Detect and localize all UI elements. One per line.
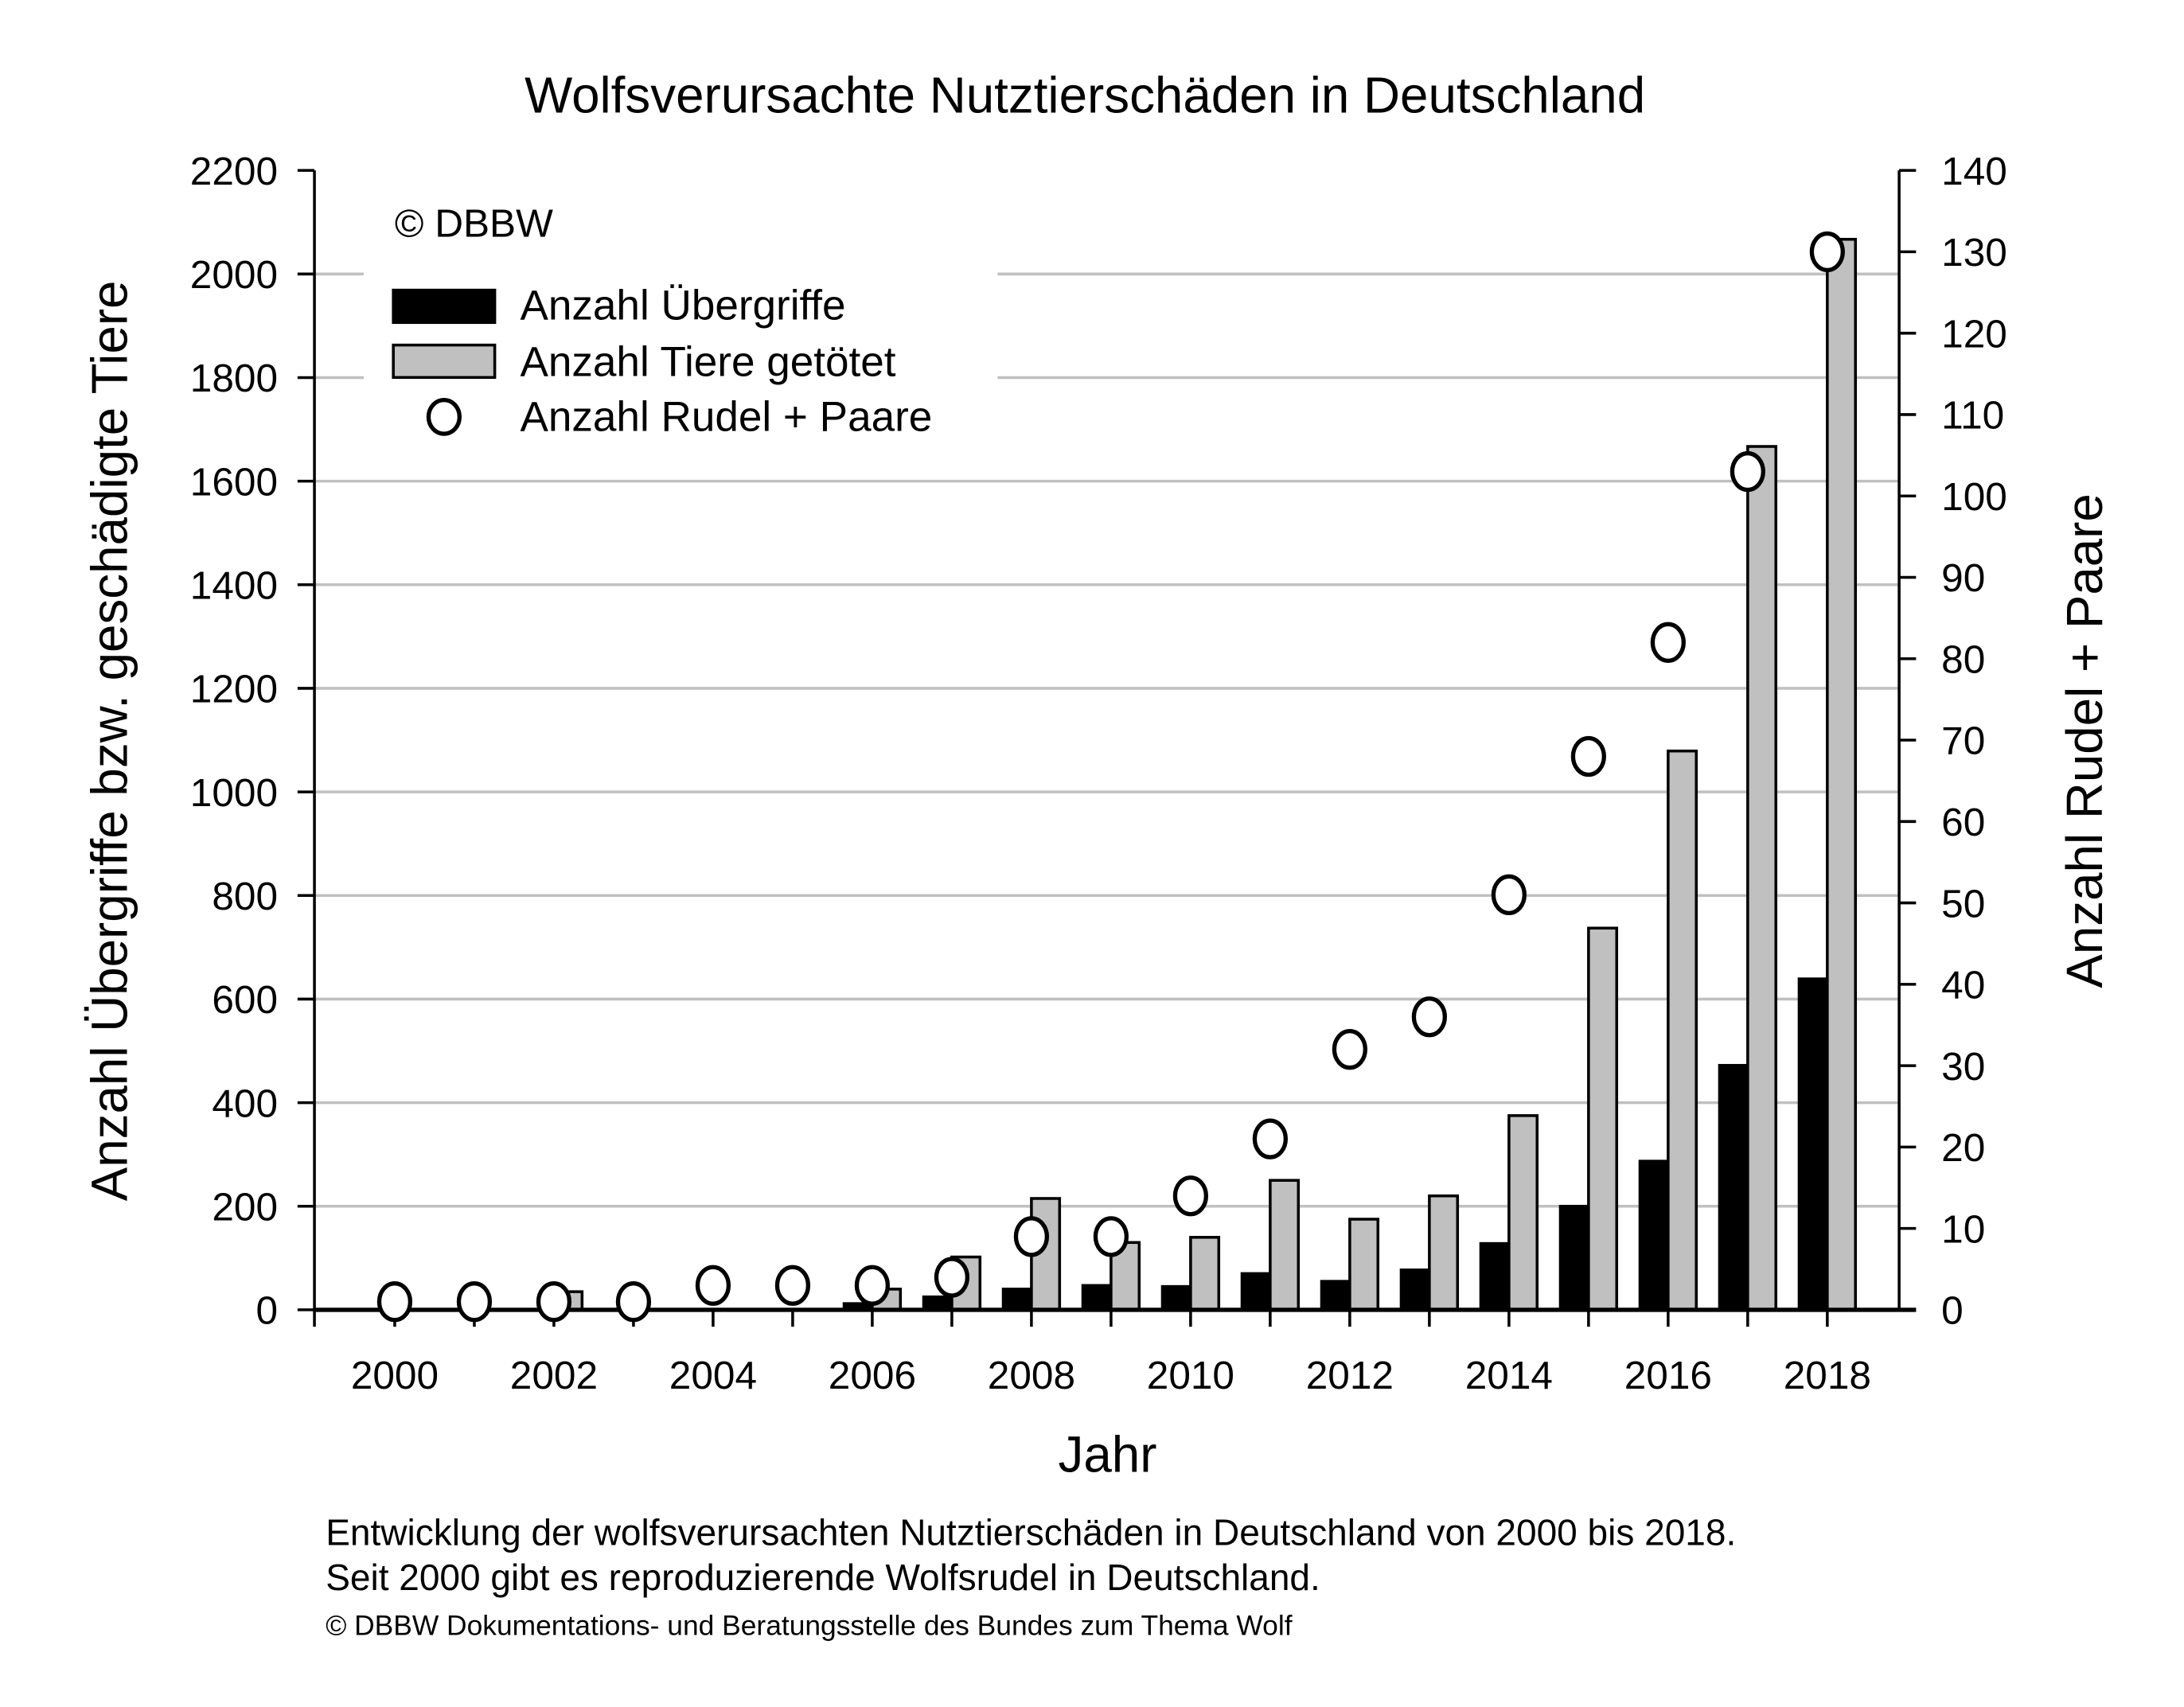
x-tick-label: 2014 <box>1465 1353 1553 1397</box>
bar-tiere <box>1826 237 1858 1311</box>
legend-label-rudel: Anzahl Rudel + Paare <box>520 394 932 441</box>
x-tick-label: 2016 <box>1624 1353 1712 1397</box>
point-rudel <box>1491 874 1527 916</box>
bar-tiere <box>1746 445 1778 1311</box>
point-rudel <box>1570 735 1606 778</box>
copyright-mark: © DBBW <box>395 201 553 245</box>
x-tick-label: 2002 <box>510 1353 598 1397</box>
y-tick-label: 1600 <box>190 459 278 504</box>
x-tick-label: 2004 <box>669 1353 757 1397</box>
bar-uebergriffe <box>1797 977 1829 1311</box>
y-axis-label: Anzahl Übergriffe bzw. geschädigte Tiere <box>81 281 138 1202</box>
y-tick-label: 1000 <box>190 770 278 815</box>
y2-tick-label: 70 <box>1941 719 1985 763</box>
legend-label-uebergriffe: Anzahl Übergriffe <box>520 283 845 329</box>
points <box>376 231 1845 1323</box>
point-rudel <box>1411 996 1447 1038</box>
x-tick-label: 2008 <box>988 1353 1075 1397</box>
bar-tiere <box>1189 1236 1221 1311</box>
legend-marker-rudel <box>426 397 462 436</box>
y-tick-label: 800 <box>212 874 278 918</box>
point-rudel <box>536 1281 572 1323</box>
bar-uebergriffe <box>1320 1280 1351 1311</box>
point-rudel <box>1809 231 1845 273</box>
y2-tick-label: 10 <box>1941 1206 1985 1251</box>
x-axis-label: Jahr <box>1058 1425 1156 1483</box>
x-tick-label: 2018 <box>1784 1353 1871 1397</box>
legend-swatch-tiere <box>392 343 497 380</box>
bar-tiere <box>1507 1114 1539 1311</box>
point-rudel <box>1013 1216 1050 1257</box>
point-rudel <box>1730 450 1765 493</box>
point-rudel <box>1650 622 1686 663</box>
bar-uebergriffe <box>1718 1063 1749 1311</box>
bar-uebergriffe <box>1240 1272 1272 1311</box>
legend-swatch-uebergriffe <box>392 288 497 325</box>
x-tick-label: 2006 <box>829 1353 916 1397</box>
y2-tick-label: 100 <box>1941 474 2007 519</box>
y2-tick-label: 80 <box>1941 637 1985 681</box>
y2-tick-label: 110 <box>1941 393 2004 438</box>
bar-uebergriffe <box>1638 1159 1670 1311</box>
point-rudel <box>774 1265 811 1306</box>
bar-uebergriffe <box>1399 1269 1431 1311</box>
y-tick-label: 2000 <box>190 252 278 297</box>
y-tick-label: 2200 <box>190 149 278 193</box>
bar-tiere <box>1667 749 1698 1311</box>
point-rudel <box>1093 1216 1129 1257</box>
point-rudel <box>1252 1118 1289 1159</box>
point-rudel <box>934 1257 970 1298</box>
point-rudel <box>1172 1175 1209 1217</box>
y-tick-label: 1400 <box>190 563 278 607</box>
y2-tick-label: 90 <box>1941 555 1985 600</box>
bar-uebergriffe <box>1479 1241 1511 1311</box>
y2-tick-label: 20 <box>1941 1125 1985 1170</box>
bar-tiere <box>1587 926 1619 1311</box>
y-tick-label: 1800 <box>190 356 278 400</box>
y-tick-label: 600 <box>212 977 278 1022</box>
y2-tick-label: 0 <box>1941 1288 1964 1333</box>
y-tick-label: 1200 <box>190 667 278 711</box>
bar-tiere <box>1269 1179 1301 1311</box>
point-rudel <box>456 1281 493 1323</box>
y2-tick-label: 130 <box>1941 230 2007 275</box>
y2-tick-label: 140 <box>1941 149 2007 193</box>
legend: © DBBW Anzahl Übergriffe Anzahl Tiere ge… <box>364 197 998 451</box>
gridlines <box>314 272 1900 1208</box>
x-tick-label: 2000 <box>351 1353 439 1397</box>
caption-line-2: Seit 2000 gibt es reproduzierende Wolfsr… <box>326 1557 1320 1598</box>
y-tick-label: 400 <box>212 1081 278 1125</box>
bar-uebergriffe <box>1001 1288 1033 1311</box>
legend-label-tiere: Anzahl Tiere getötet <box>520 339 895 386</box>
point-rudel <box>376 1281 413 1323</box>
y2-tick-label: 30 <box>1941 1044 1985 1089</box>
point-rudel <box>1332 1028 1367 1070</box>
bar-uebergriffe <box>1160 1284 1192 1311</box>
caption-source: © DBBW Dokumentations- und Beratungsstel… <box>326 1611 1292 1642</box>
point-rudel <box>615 1281 652 1323</box>
point-rudel <box>854 1265 891 1306</box>
y-tick-label: 200 <box>212 1184 278 1229</box>
bars <box>552 237 1858 1311</box>
y2-tick-label: 40 <box>1941 963 1985 1007</box>
axes: 0200400600800100012001400160018002000220… <box>190 149 2007 1397</box>
bar-uebergriffe <box>1558 1204 1590 1311</box>
bar-tiere <box>1428 1194 1460 1311</box>
point-rudel <box>695 1265 731 1306</box>
y2-tick-label: 50 <box>1941 881 1985 926</box>
y2-tick-label: 60 <box>1941 800 1985 844</box>
caption-line-1: Entwicklung der wolfsverursachten Nutzti… <box>326 1511 1736 1553</box>
chart-title: Wolfsverursachte Nutztierschäden in Deut… <box>525 67 1645 124</box>
y-tick-label: 0 <box>255 1288 278 1333</box>
x-tick-label: 2012 <box>1306 1353 1394 1397</box>
y2-tick-label: 120 <box>1941 311 2007 356</box>
bar-tiere <box>1348 1218 1380 1311</box>
bar-uebergriffe <box>1081 1284 1113 1311</box>
x-tick-label: 2010 <box>1147 1353 1234 1397</box>
y2-axis-label: Anzahl Rudel + Paare <box>2056 493 2113 988</box>
